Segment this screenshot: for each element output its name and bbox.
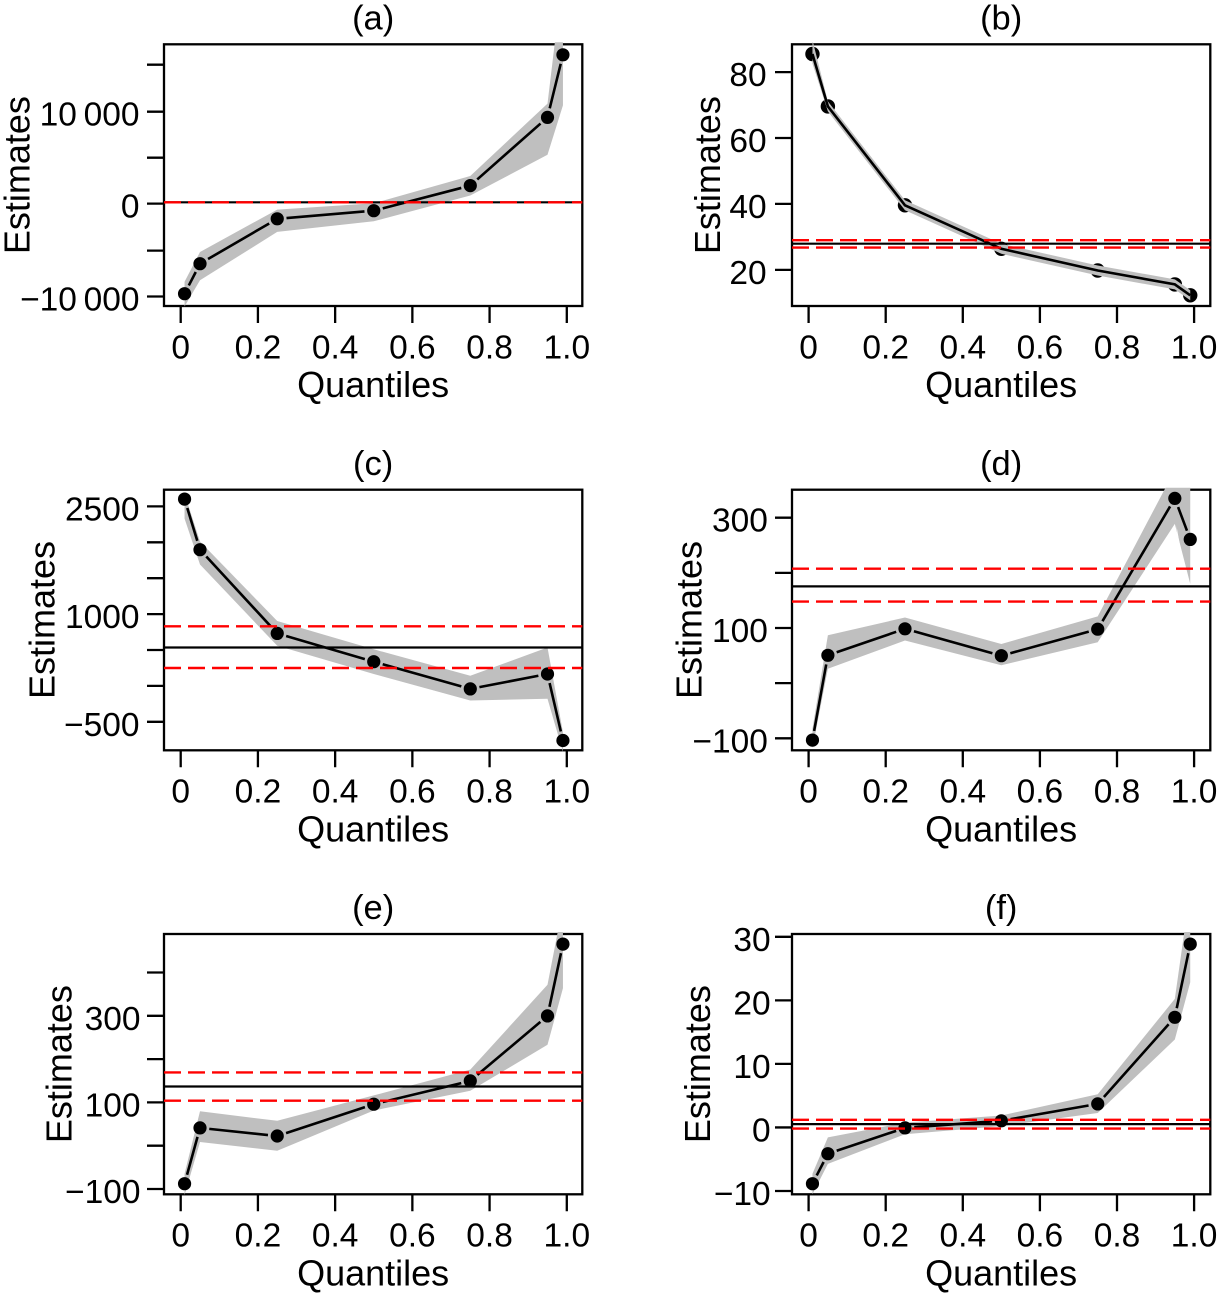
svg-text:10: 10	[733, 1049, 770, 1086]
svg-text:300: 300	[85, 1001, 141, 1038]
svg-text:80: 80	[729, 57, 766, 94]
svg-text:100: 100	[712, 613, 768, 650]
svg-text:0.8: 0.8	[1094, 329, 1141, 366]
svg-text:0.4: 0.4	[940, 1218, 987, 1255]
svg-text:−10 000: −10 000	[20, 282, 139, 319]
svg-text:0.4: 0.4	[312, 329, 359, 366]
svg-text:0.2: 0.2	[862, 1218, 909, 1255]
svg-text:0.6: 0.6	[1017, 329, 1064, 366]
svg-text:0.4: 0.4	[312, 774, 359, 811]
svg-text:0.6: 0.6	[389, 774, 436, 811]
svg-text:(f): (f)	[985, 889, 1018, 927]
svg-text:Estimates: Estimates	[22, 541, 63, 699]
svg-text:0.4: 0.4	[940, 774, 987, 811]
svg-text:(a): (a)	[352, 0, 394, 38]
svg-text:40: 40	[729, 189, 766, 226]
svg-text:1.0: 1.0	[1171, 329, 1217, 366]
svg-text:Estimates: Estimates	[687, 96, 728, 254]
svg-text:Quantiles: Quantiles	[925, 808, 1077, 849]
svg-text:300: 300	[712, 503, 768, 540]
svg-text:1.0: 1.0	[544, 774, 591, 811]
svg-text:Quantiles: Quantiles	[925, 1252, 1077, 1293]
svg-text:0.4: 0.4	[940, 329, 987, 366]
svg-text:0: 0	[171, 1218, 190, 1255]
svg-text:20: 20	[733, 985, 770, 1022]
svg-text:Estimates: Estimates	[669, 541, 710, 699]
svg-text:0.2: 0.2	[235, 774, 282, 811]
svg-text:0: 0	[121, 189, 140, 226]
svg-text:0.6: 0.6	[1017, 774, 1064, 811]
svg-text:1.0: 1.0	[544, 329, 591, 366]
svg-text:(c): (c)	[353, 445, 393, 483]
svg-text:0.8: 0.8	[466, 1218, 513, 1255]
svg-text:0.6: 0.6	[389, 1218, 436, 1255]
svg-text:0.8: 0.8	[1094, 1218, 1141, 1255]
svg-text:0.2: 0.2	[235, 329, 282, 366]
svg-text:0.2: 0.2	[862, 329, 909, 366]
svg-text:Quantiles: Quantiles	[925, 364, 1077, 405]
svg-text:0: 0	[799, 1218, 818, 1255]
svg-text:−100: −100	[65, 1174, 140, 1211]
svg-text:20: 20	[729, 255, 766, 292]
svg-text:Estimates: Estimates	[0, 96, 37, 254]
svg-text:−500: −500	[64, 707, 139, 744]
svg-text:0: 0	[752, 1112, 771, 1149]
svg-text:0.6: 0.6	[389, 329, 436, 366]
svg-text:30: 30	[733, 922, 770, 959]
svg-text:Quantiles: Quantiles	[297, 1252, 449, 1293]
svg-text:Quantiles: Quantiles	[297, 364, 449, 405]
svg-text:100: 100	[85, 1087, 141, 1124]
svg-text:0: 0	[799, 329, 818, 366]
svg-text:0: 0	[171, 329, 190, 366]
svg-text:Estimates: Estimates	[677, 985, 718, 1143]
svg-text:1000: 1000	[65, 599, 140, 636]
svg-text:0.2: 0.2	[235, 1218, 282, 1255]
svg-text:Estimates: Estimates	[38, 985, 79, 1143]
svg-text:0.8: 0.8	[466, 329, 513, 366]
svg-text:0.4: 0.4	[312, 1218, 359, 1255]
svg-text:1.0: 1.0	[544, 1218, 591, 1255]
svg-text:2500: 2500	[65, 491, 140, 528]
svg-text:(d): (d)	[980, 445, 1022, 483]
svg-text:0.8: 0.8	[1094, 774, 1141, 811]
svg-text:1.0: 1.0	[1171, 1218, 1217, 1255]
svg-text:−10: −10	[714, 1176, 771, 1213]
svg-text:Quantiles: Quantiles	[297, 808, 449, 849]
svg-text:0: 0	[799, 774, 818, 811]
svg-text:−100: −100	[692, 723, 767, 760]
svg-text:(e): (e)	[352, 889, 394, 927]
svg-text:0.8: 0.8	[466, 774, 513, 811]
svg-text:1.0: 1.0	[1171, 774, 1217, 811]
svg-text:10 000: 10 000	[40, 97, 140, 134]
svg-text:(b): (b)	[980, 0, 1022, 38]
svg-text:0: 0	[171, 774, 190, 811]
svg-text:0.2: 0.2	[862, 774, 909, 811]
svg-text:60: 60	[729, 123, 766, 160]
svg-text:0.6: 0.6	[1017, 1218, 1064, 1255]
